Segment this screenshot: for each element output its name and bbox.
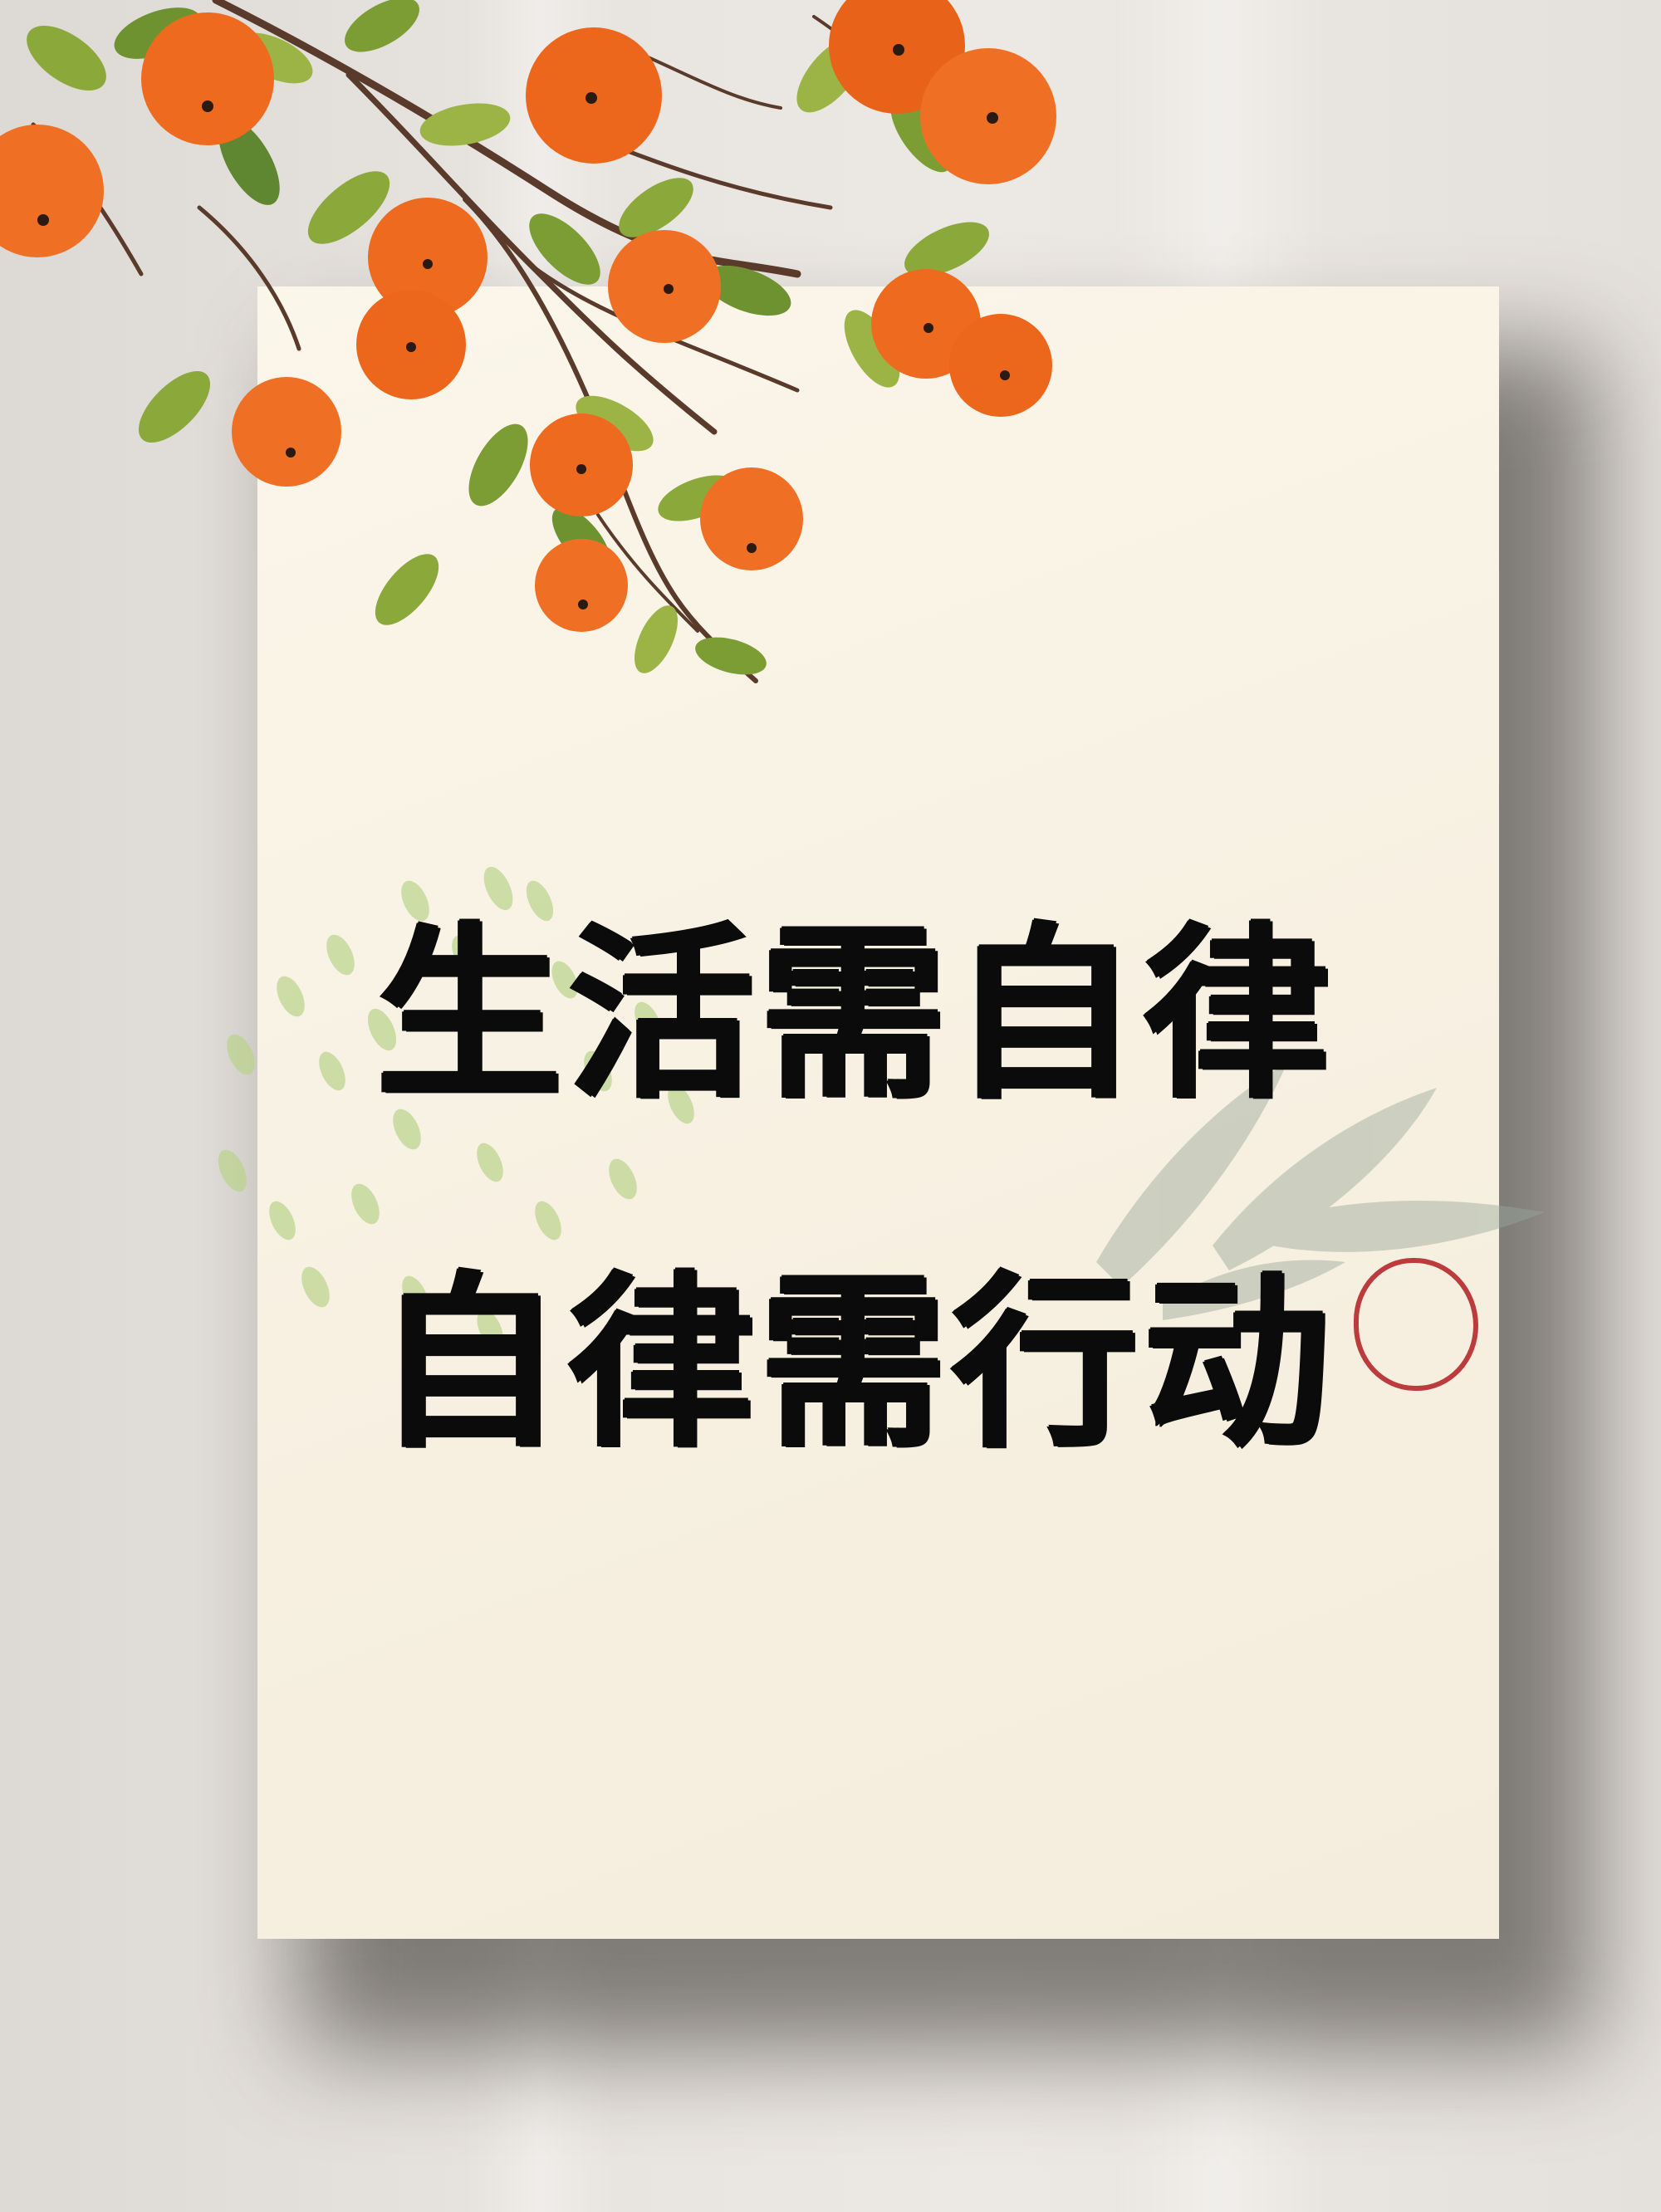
persimmon-branch-illustration — [0, 0, 1056, 683]
poster-card — [257, 286, 1499, 1939]
leaf-shadow-decoration — [1096, 1063, 1545, 1320]
headline-line-2: 自律需行动 — [375, 1255, 1335, 1472]
green-brush-dots-decoration — [218, 866, 694, 1348]
headline-line-1: 生活需自律 — [375, 906, 1335, 1123]
red-seal-stamp — [1354, 1258, 1478, 1391]
